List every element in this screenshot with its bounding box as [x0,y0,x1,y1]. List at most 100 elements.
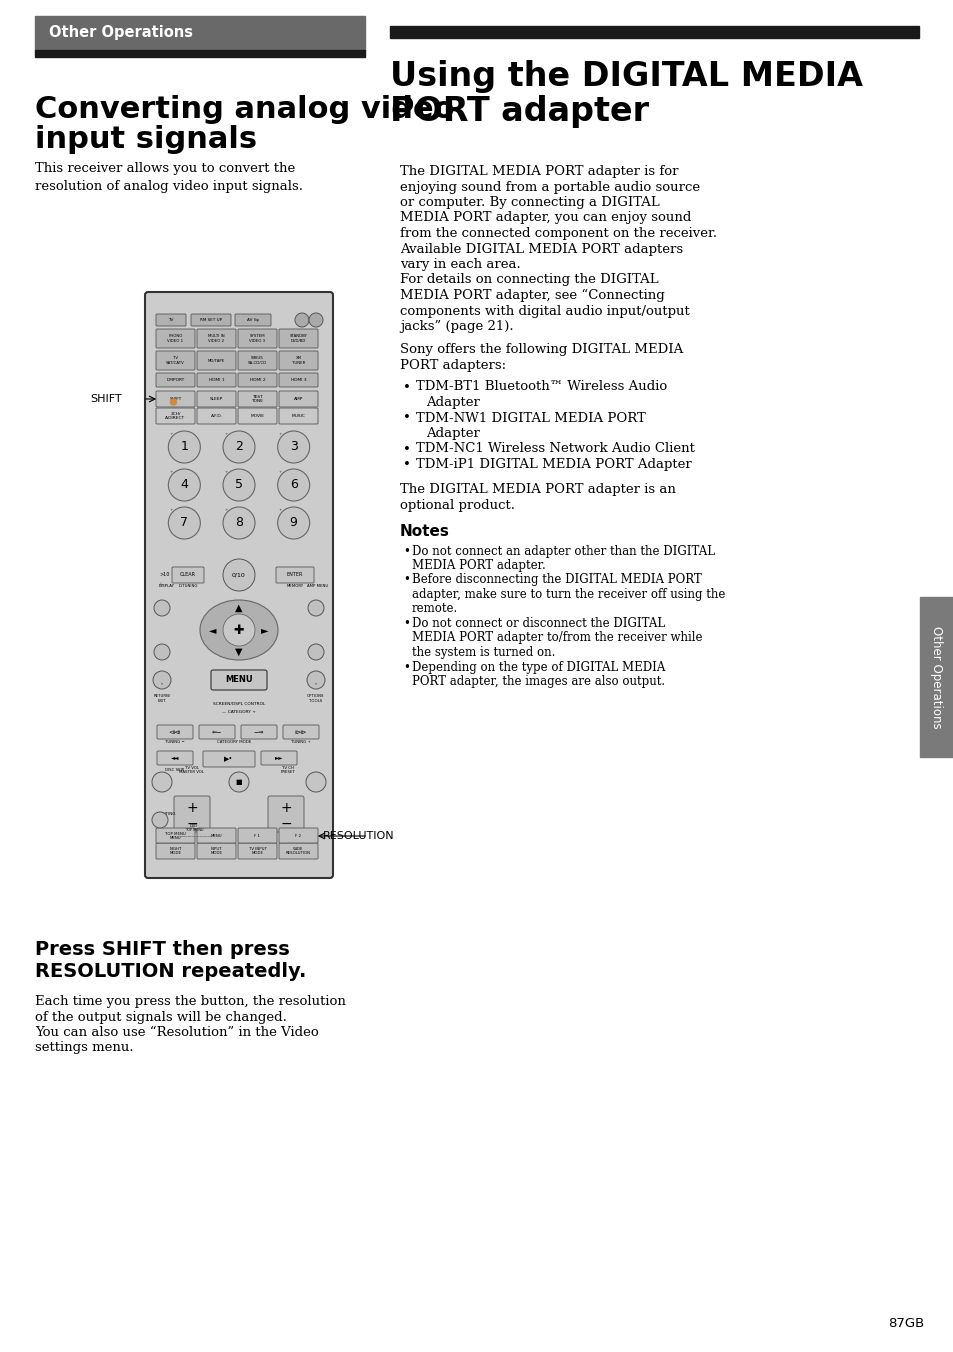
FancyBboxPatch shape [237,329,276,347]
FancyBboxPatch shape [237,352,276,370]
Circle shape [308,644,324,660]
FancyBboxPatch shape [283,725,318,740]
Text: •: • [402,458,411,470]
Text: Using the DIGITAL MEDIA: Using the DIGITAL MEDIA [390,59,862,93]
Bar [35,16,365,50]
FancyBboxPatch shape [145,292,333,877]
Circle shape [277,431,310,462]
Text: HDMI 3: HDMI 3 [291,379,306,383]
FancyBboxPatch shape [278,408,317,425]
Text: XM
TUNER: XM TUNER [292,356,305,365]
Text: 2: 2 [234,441,243,453]
Text: Depending on the type of DIGITAL MEDIA: Depending on the type of DIGITAL MEDIA [412,661,664,673]
FancyBboxPatch shape [191,314,231,326]
Circle shape [153,644,170,660]
FancyBboxPatch shape [211,671,267,690]
Circle shape [152,671,171,690]
Text: components with digital audio input/output: components with digital audio input/outp… [399,304,689,318]
Text: adapter, make sure to turn the receiver off using the: adapter, make sure to turn the receiver … [412,588,724,602]
Text: ◄: ◄ [209,625,216,635]
Text: −: − [280,817,292,831]
Text: PORT adapter: PORT adapter [390,95,648,128]
FancyBboxPatch shape [196,329,235,347]
Circle shape [171,399,176,406]
Text: Do not connect or disconnect the DIGITAL: Do not connect or disconnect the DIGITAL [412,617,664,630]
Text: Do not connect an adapter other than the DIGITAL: Do not connect an adapter other than the… [412,545,714,557]
Circle shape [229,772,249,792]
Text: remote.: remote. [412,603,457,615]
Text: You can also use “Resolution” in the Video: You can also use “Resolution” in the Vid… [35,1026,318,1038]
FancyBboxPatch shape [237,373,276,387]
FancyBboxPatch shape [156,408,194,425]
Text: Notes: Notes [399,525,450,539]
Text: TDM-NC1 Wireless Network Audio Client: TDM-NC1 Wireless Network Audio Client [416,442,694,456]
FancyBboxPatch shape [278,373,317,387]
Text: *: * [161,681,163,685]
Text: This receiver allows you to convert the
resolution of analog video input signals: This receiver allows you to convert the … [35,162,303,193]
Text: TV VOL
MASTER VOL: TV VOL MASTER VOL [179,765,204,775]
Text: OPTIONS
TOOLS: OPTIONS TOOLS [307,694,324,703]
Text: Before disconnecting the DIGITAL MEDIA PORT: Before disconnecting the DIGITAL MEDIA P… [412,573,701,587]
Text: optional product.: optional product. [399,499,515,512]
FancyBboxPatch shape [156,827,194,844]
Text: 4: 4 [180,479,188,492]
FancyBboxPatch shape [196,391,235,407]
Text: TUNING −: TUNING − [165,740,185,744]
Circle shape [223,469,254,502]
Text: •: • [402,411,411,425]
Text: −⇒: −⇒ [253,730,264,734]
Text: +: + [278,470,282,475]
Text: *MUTING: *MUTING [158,813,176,817]
Bar [35,50,365,57]
FancyBboxPatch shape [172,566,204,583]
FancyBboxPatch shape [157,725,193,740]
Text: 9: 9 [290,516,297,530]
Text: INPUT
MODE: INPUT MODE [211,846,222,856]
Text: PHONO
VIDEO 1: PHONO VIDEO 1 [168,334,183,343]
Bar [390,26,918,38]
Text: MEDIA PORT adapter.: MEDIA PORT adapter. [412,558,545,572]
Circle shape [223,614,254,646]
Text: from the connected component on the receiver.: from the connected component on the rece… [399,227,717,241]
FancyBboxPatch shape [196,827,235,844]
Text: 3: 3 [290,441,297,453]
Text: +: + [170,433,172,435]
FancyBboxPatch shape [196,373,235,387]
Text: AMP MENU: AMP MENU [307,584,328,588]
Text: •: • [402,545,410,557]
Text: >10: >10 [159,572,170,576]
Text: jacks” (page 21).: jacks” (page 21). [399,320,513,333]
Circle shape [223,431,254,462]
Circle shape [168,431,200,462]
Text: TV: TV [168,318,173,322]
Text: TV CH
PRESET: TV CH PRESET [280,765,295,775]
Text: TEST
TONE: TEST TONE [252,395,263,403]
Text: 1: 1 [180,441,188,453]
Text: ⧐⧐: ⧐⧐ [294,730,307,734]
Bar [919,598,953,757]
FancyBboxPatch shape [275,566,314,583]
Text: +: + [278,433,282,435]
Text: the system is turned on.: the system is turned on. [412,646,555,658]
FancyBboxPatch shape [156,329,194,347]
Text: -/--: -/-- [159,581,166,587]
Text: of the output signals will be changed.: of the output signals will be changed. [35,1010,287,1023]
Text: TDM-BT1 Bluetooth™ Wireless Audio: TDM-BT1 Bluetooth™ Wireless Audio [416,380,666,393]
FancyBboxPatch shape [278,827,317,844]
FancyBboxPatch shape [173,796,210,831]
FancyBboxPatch shape [261,750,296,765]
Circle shape [168,469,200,502]
Text: D.TUNING: D.TUNING [178,584,197,588]
Text: +: + [224,470,228,475]
Text: ————————: ———————— [179,834,213,838]
Text: ►►: ►► [274,756,283,760]
Text: F 2: F 2 [295,834,301,838]
FancyBboxPatch shape [278,844,317,859]
Text: Converting analog video: Converting analog video [35,95,454,124]
FancyBboxPatch shape [278,352,317,370]
Text: ✚: ✚ [233,623,244,637]
Text: 6: 6 [290,479,297,492]
Text: The DIGITAL MEDIA PORT adapter is for: The DIGITAL MEDIA PORT adapter is for [399,165,678,178]
Text: ►: ► [261,625,269,635]
Text: ▲: ▲ [235,603,242,612]
